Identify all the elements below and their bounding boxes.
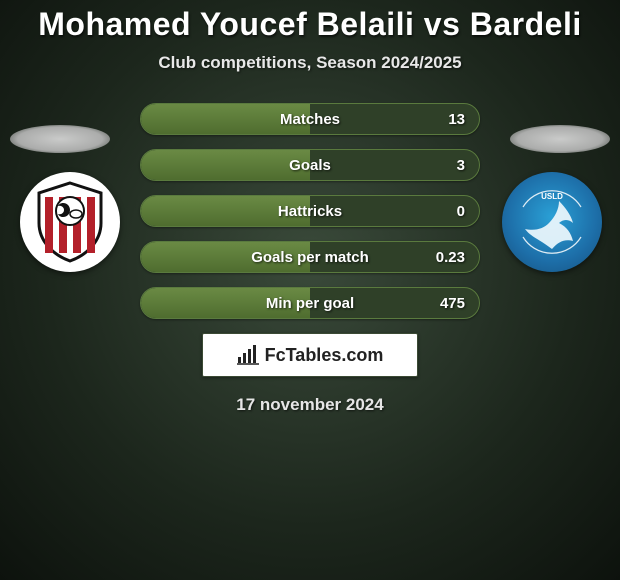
stat-label: Goals: [289, 157, 331, 174]
content-root: Mohamed Youcef Belaili vs Bardeli Club c…: [0, 0, 620, 580]
stat-pill-goals: Goals 3: [140, 149, 480, 181]
subtitle: Club competitions, Season 2024/2025: [0, 53, 620, 73]
stat-row: Hattricks 0: [0, 195, 620, 227]
date-text: 17 november 2024: [0, 395, 620, 415]
stat-pill-goals-per-match: Goals per match 0.23: [140, 241, 480, 273]
stat-value: 13: [448, 111, 465, 128]
stat-fill: [141, 150, 310, 180]
comparison-title: Mohamed Youcef Belaili vs Bardeli: [0, 6, 620, 43]
stat-label: Hattricks: [278, 203, 342, 220]
stat-value: 0.23: [436, 249, 465, 266]
stat-row: Goals 3: [0, 149, 620, 181]
stat-row: Matches 13: [0, 103, 620, 135]
stats-stack: Matches 13 Goals 3 Hattricks 0 Goals per…: [0, 103, 620, 319]
stat-value: 475: [440, 295, 465, 312]
stat-label: Goals per match: [251, 249, 369, 266]
stat-label: Min per goal: [266, 295, 354, 312]
stat-pill-matches: Matches 13: [140, 103, 480, 135]
stat-value: 0: [457, 203, 465, 220]
stat-pill-min-per-goal: Min per goal 475: [140, 287, 480, 319]
stat-row: Goals per match 0.23: [0, 241, 620, 273]
stat-row: Min per goal 475: [0, 287, 620, 319]
bar-chart-icon: [237, 345, 259, 365]
brand-text: FcTables.com: [265, 345, 384, 366]
stat-pill-hattricks: Hattricks 0: [140, 195, 480, 227]
stat-label: Matches: [280, 111, 340, 128]
stat-value: 3: [457, 157, 465, 174]
brand-box: FcTables.com: [202, 333, 418, 377]
